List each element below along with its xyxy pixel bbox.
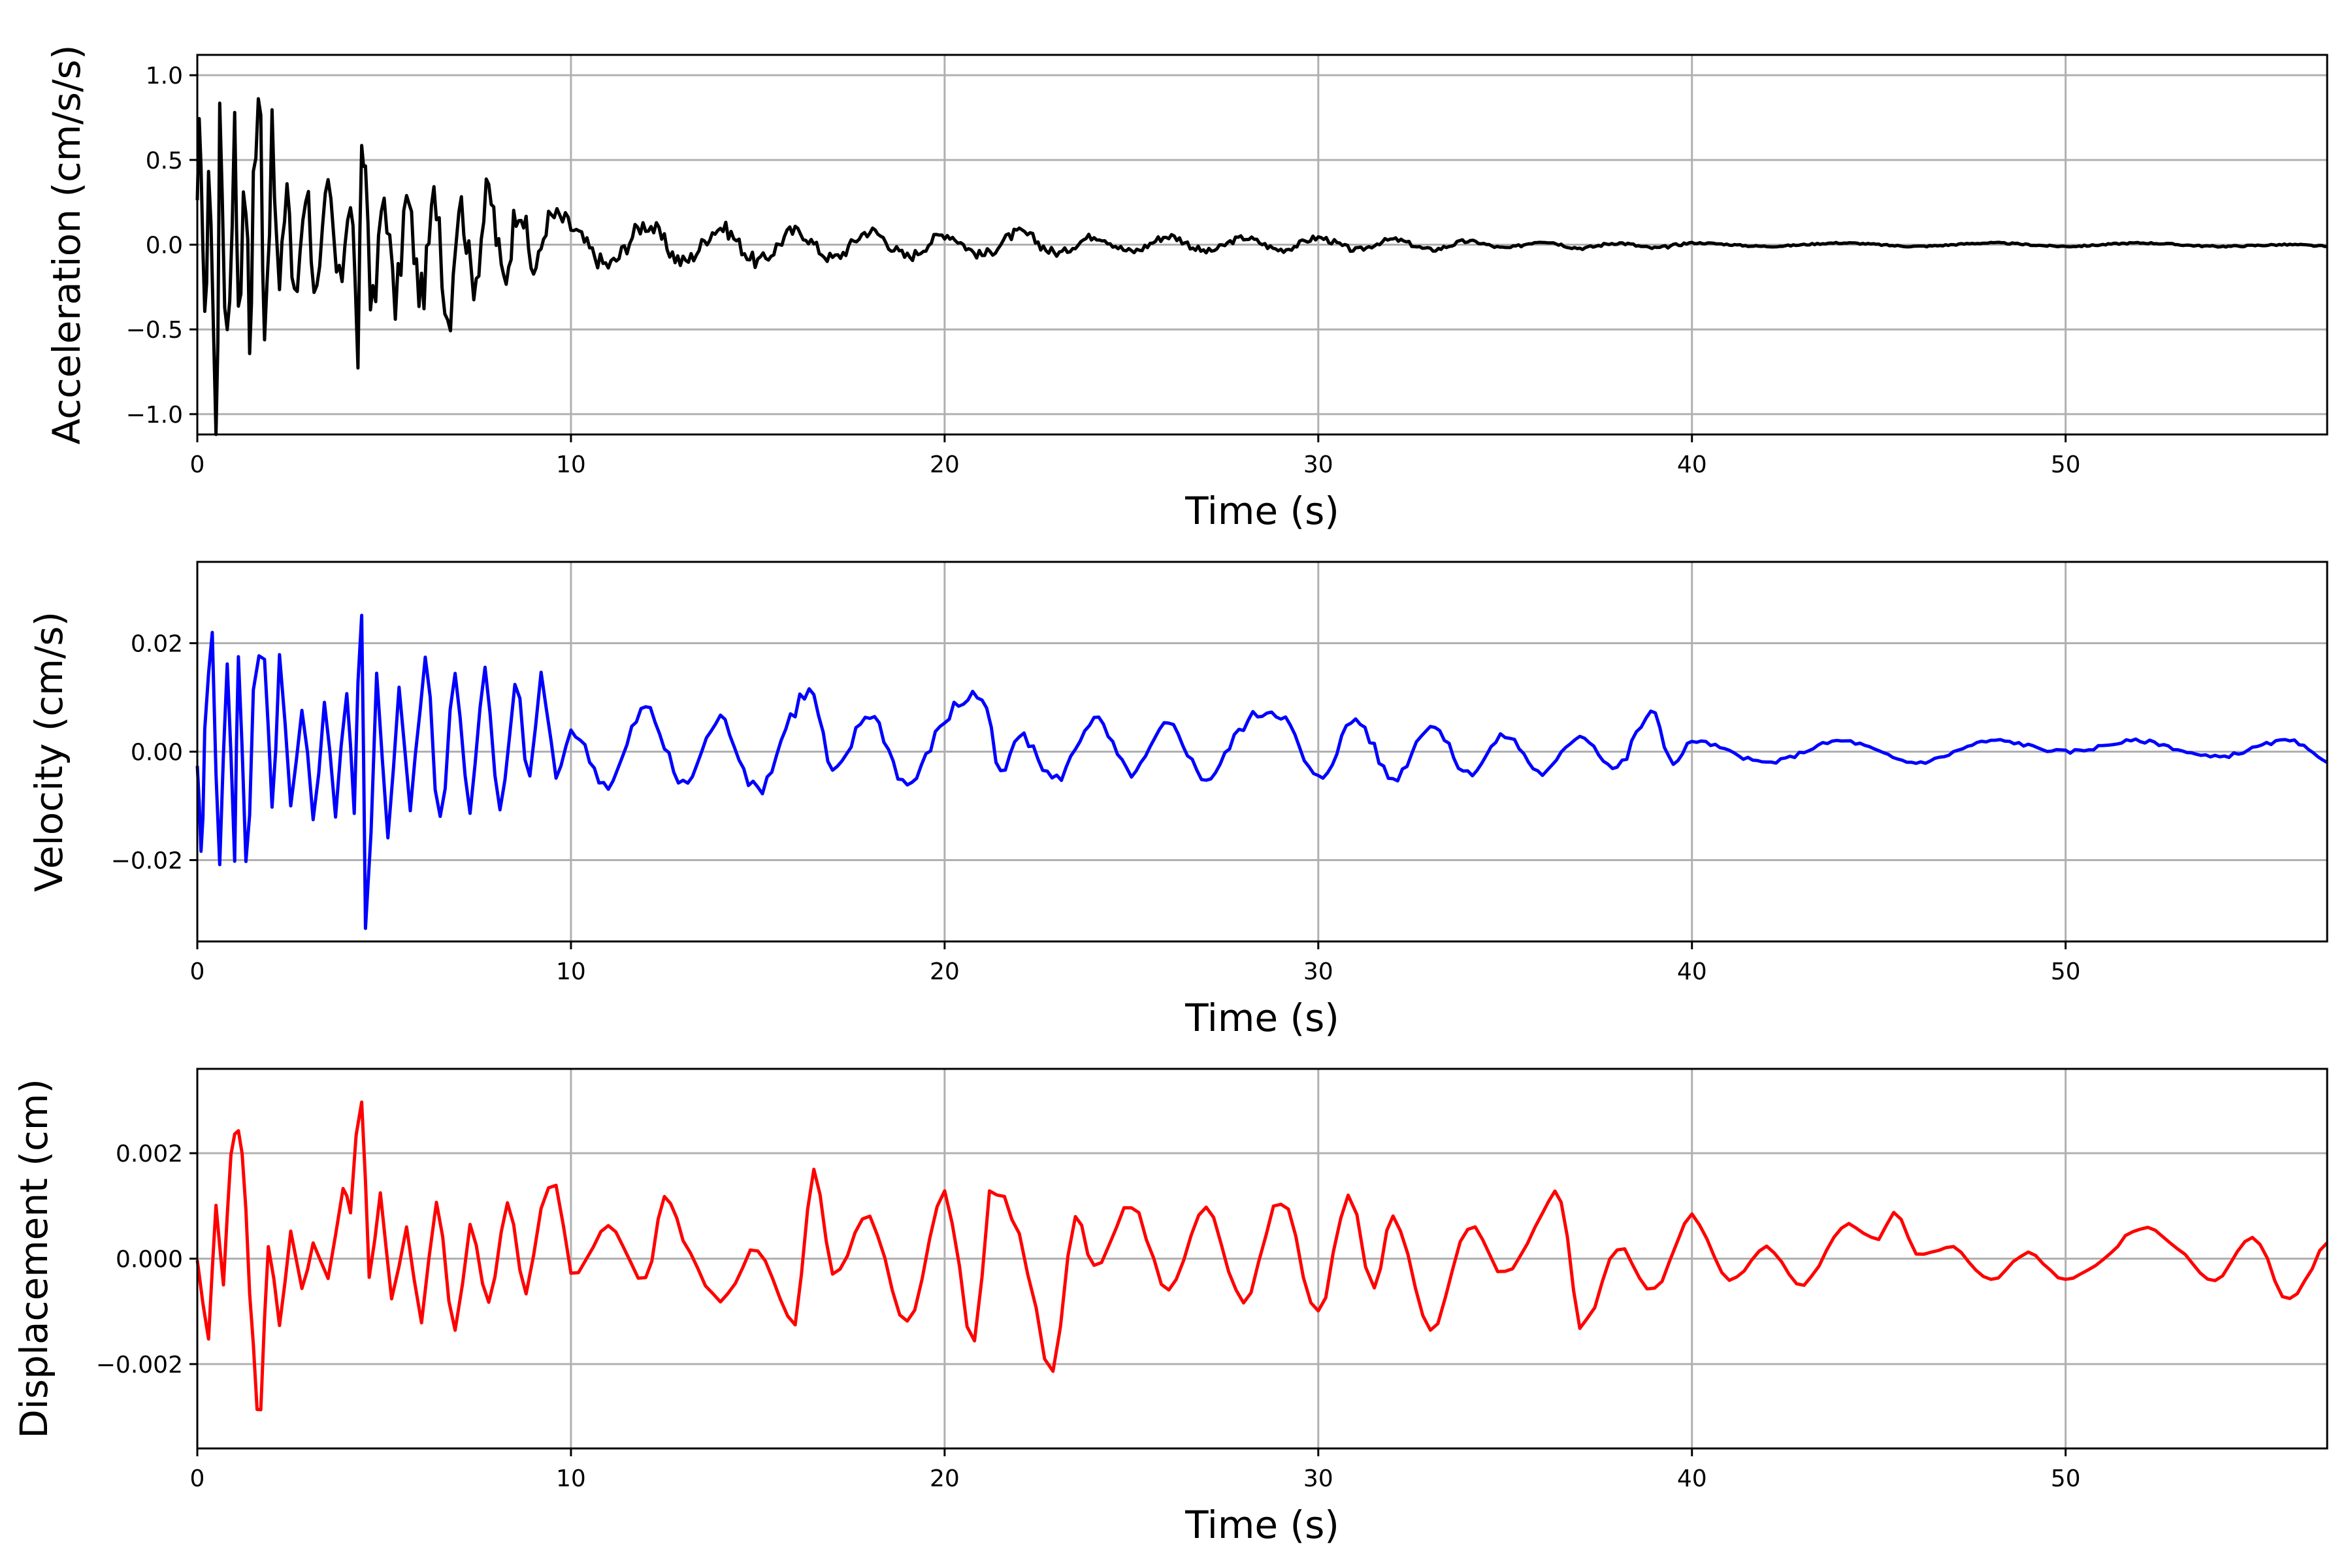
y-axis-title: Velocity (cm/s)	[27, 612, 71, 892]
y-axis-title: Displacement (cm)	[12, 1079, 56, 1439]
y-tick-label: −1.0	[126, 402, 183, 429]
y-tick-label: 0.02	[131, 631, 183, 658]
x-tick-label: 40	[1677, 451, 1707, 478]
x-tick-label: 50	[2051, 958, 2081, 985]
x-tick-label: 10	[556, 1465, 586, 1492]
x-axis-title: Time (s)	[1184, 996, 1339, 1040]
series-line-1	[195, 97, 2328, 436]
x-axis-title: Time (s)	[1184, 489, 1339, 533]
x-tick-label: 30	[1303, 958, 1333, 985]
series-line-1	[195, 1100, 2328, 1412]
x-tick-label: 0	[190, 958, 205, 985]
y-axis-title: Acceleration (cm/s/s)	[44, 44, 89, 444]
x-tick-label: 50	[2051, 1465, 2081, 1492]
x-tick-label: 10	[556, 958, 586, 985]
x-axis-title: Time (s)	[1184, 1503, 1339, 1547]
subplot-3: 0 10 20 30 40 50 −0.002 0.000 0.002 Time (s) Displ…	[12, 1068, 2328, 1547]
x-tick-label: 0	[190, 451, 205, 478]
subplot-1: 0 10 20 30 40 50 −1.0 −0.5 0.0 0.5 1.0 Time (s) Acce…	[44, 44, 2328, 533]
series-line-1	[195, 613, 2328, 930]
x-tick-label: 20	[930, 451, 960, 478]
x-tick-label: 30	[1303, 451, 1333, 478]
subplot-2: 0 10 20 30 40 50 −0.02 0.00 0.02 Time (s) Velocity…	[27, 561, 2328, 1040]
y-tick-label: 0.00	[131, 740, 183, 766]
x-tick-label: 20	[930, 1465, 960, 1492]
y-tick-label: −0.02	[111, 848, 183, 875]
x-tick-label: 50	[2051, 451, 2081, 478]
y-tick-label: 0.0	[146, 233, 183, 259]
x-tick-label: 20	[930, 958, 960, 985]
y-tick-label: −0.5	[126, 317, 183, 344]
x-tick-label: 10	[556, 451, 586, 478]
x-tick-label: 0	[190, 1465, 205, 1492]
y-tick-label: 1.0	[146, 63, 183, 90]
x-tick-label: 40	[1677, 958, 1707, 985]
y-tick-label: 0.5	[146, 148, 183, 174]
y-tick-label: −0.002	[96, 1352, 183, 1379]
y-tick-label: 0.000	[116, 1247, 183, 1273]
x-tick-label: 40	[1677, 1465, 1707, 1492]
y-tick-label: 0.002	[116, 1141, 183, 1168]
x-tick-label: 30	[1303, 1465, 1333, 1492]
